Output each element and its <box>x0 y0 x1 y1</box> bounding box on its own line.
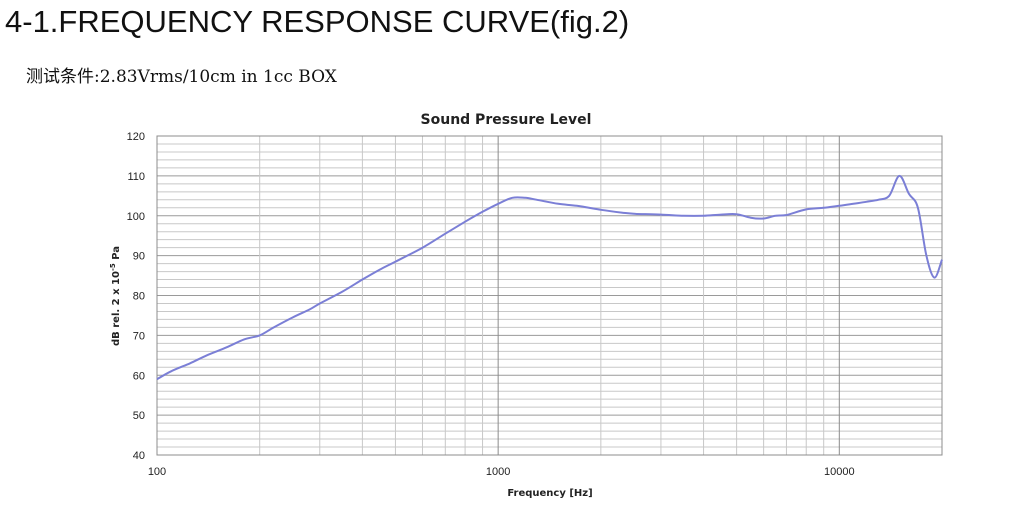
y-axis-label: dB rel. 2 x 10-5 Pa <box>109 246 122 346</box>
x-axis-label: Frequency [Hz] <box>507 488 592 499</box>
y-tick-label: 110 <box>127 171 145 183</box>
x-tick-label: 100 <box>148 466 166 478</box>
y-tick-label: 80 <box>133 291 145 303</box>
spl-series-line <box>156 174 943 381</box>
y-tick-label: 100 <box>127 211 145 223</box>
page-title: 4-1.FREQUENCY RESPONSE CURVE(fig.2) <box>5 4 630 39</box>
x-tick-label: 10000 <box>824 466 855 478</box>
chart-title: Sound Pressure Level <box>421 112 592 128</box>
y-tick-label: 90 <box>133 251 145 263</box>
x-tick-labels: 100 1000 10000 <box>148 466 855 478</box>
series-layer <box>156 174 943 381</box>
y-tick-label: 50 <box>133 410 145 422</box>
plot-frame <box>156 135 943 456</box>
y-tick-label: 60 <box>133 370 145 382</box>
y-tick-label: 120 <box>127 131 145 143</box>
test-conditions: 测试条件:2.83Vrms/10cm in 1cc BOX <box>26 67 337 87</box>
x-tick-label: 1000 <box>486 466 510 478</box>
y-tick-label: 70 <box>133 330 145 342</box>
chart-grid <box>156 135 943 456</box>
y-tick-label: 40 <box>133 450 145 462</box>
y-tick-labels: 40 50 60 70 80 90 100 110 120 <box>127 131 145 462</box>
plot-area <box>156 135 943 456</box>
